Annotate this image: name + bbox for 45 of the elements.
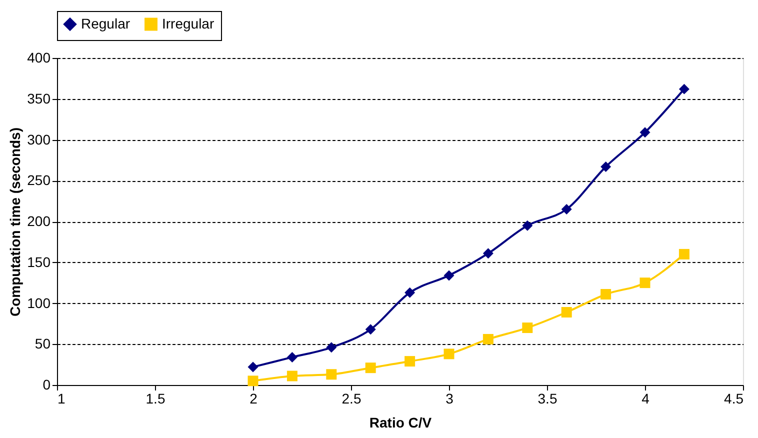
point [404,356,416,367]
y-tick-label: 0 [42,376,51,392]
x-axis-title: Ratio C/V [369,414,432,430]
point [678,84,690,94]
point [326,342,337,353]
legend-label: Irregular [162,15,214,32]
point [482,334,494,344]
y-tick-label: 150 [27,254,51,270]
point [248,362,258,372]
point [640,278,650,288]
y-tick-label: 250 [27,172,51,188]
point [678,248,690,260]
x-tick-label: 3 [446,390,454,406]
x-tick-label: 4 [642,390,650,406]
point [365,362,376,374]
point [365,324,376,335]
point [600,289,612,300]
y-tick-label: 300 [27,131,51,148]
point [600,161,612,172]
point [522,220,533,231]
y-axis-title: Computation time (seconds) [7,127,24,317]
point [444,270,454,281]
point [286,352,298,362]
y-tick-label: 350 [27,90,51,106]
y-tick-label: 400 [27,50,51,66]
y-tick-label: 50 [34,336,51,352]
x-tick-label: 2.5 [342,390,362,406]
legend-label: Regular [81,15,130,32]
point [522,322,533,334]
point [561,307,572,318]
point [640,127,650,138]
x-tick-label: 1 [58,390,66,406]
point [286,370,298,382]
x-tick-label: 4.5 [724,390,744,406]
point [561,204,572,214]
point [482,248,494,259]
y-tick-label: 100 [27,294,51,311]
x-tick-label: 1.5 [146,390,166,406]
point [404,287,416,298]
x-tick-label: 3.5 [538,390,558,406]
point [444,348,454,360]
y-tick-label: 200 [27,213,51,229]
point [248,376,258,386]
x-tick-label: 2 [250,390,258,406]
point [326,369,337,380]
